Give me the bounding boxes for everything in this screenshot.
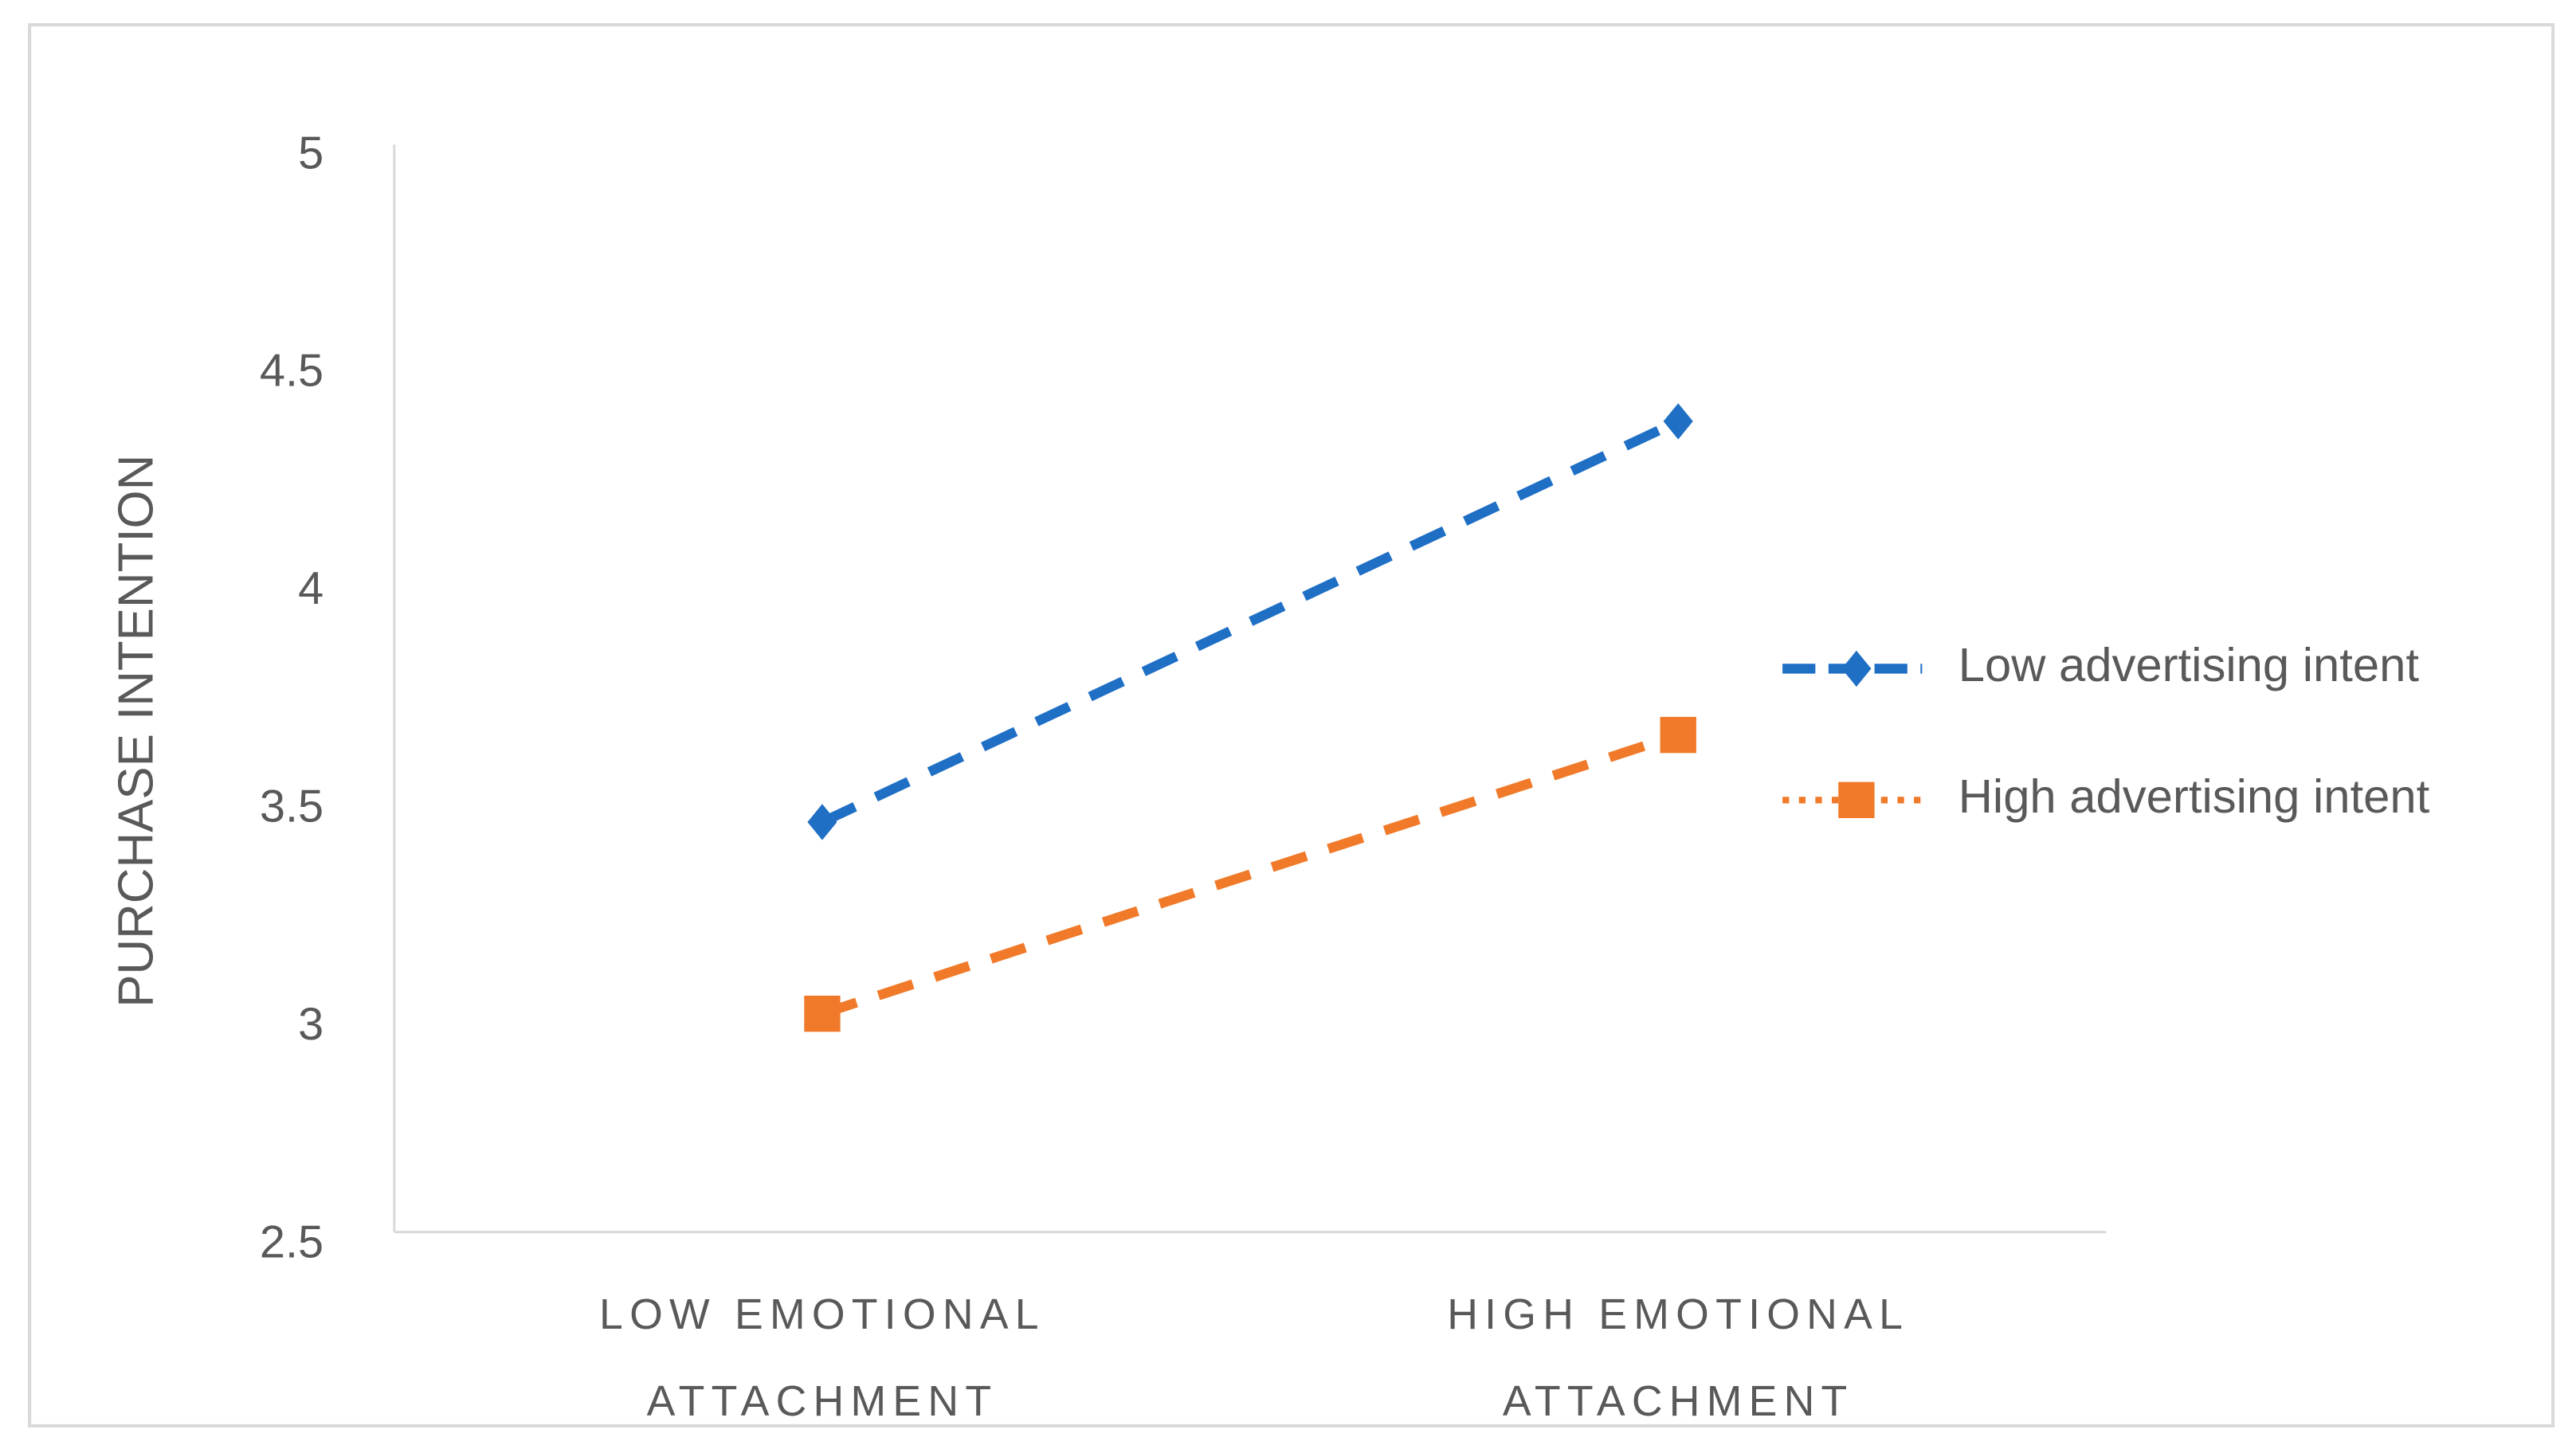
marker <box>804 995 841 1032</box>
y-tick-label: 4.5 <box>260 346 323 397</box>
y-tick-label: 3 <box>298 999 323 1050</box>
marker <box>1838 781 1875 819</box>
legend-label: Low advertising intent <box>1958 638 2420 691</box>
y-tick-label: 5 <box>298 127 323 178</box>
y-tick-label: 4 <box>298 563 323 614</box>
y-tick-label: 2.5 <box>260 1216 323 1267</box>
y-tick-label: 3.5 <box>260 781 323 832</box>
x-tick-label: HIGH EMOTIONAL ATTACHMENT <box>1447 1290 1909 1425</box>
marker <box>1660 716 1696 754</box>
series-line <box>820 417 1680 827</box>
chart-frame <box>28 23 2555 1427</box>
legend-label: High advertising intent <box>1958 770 2430 823</box>
y-axis-title: PURCHASE INTENTION <box>109 455 164 1008</box>
x-tick-label: LOW EMOTIONAL ATTACHMENT <box>599 1290 1045 1425</box>
series-line <box>821 730 1680 1019</box>
